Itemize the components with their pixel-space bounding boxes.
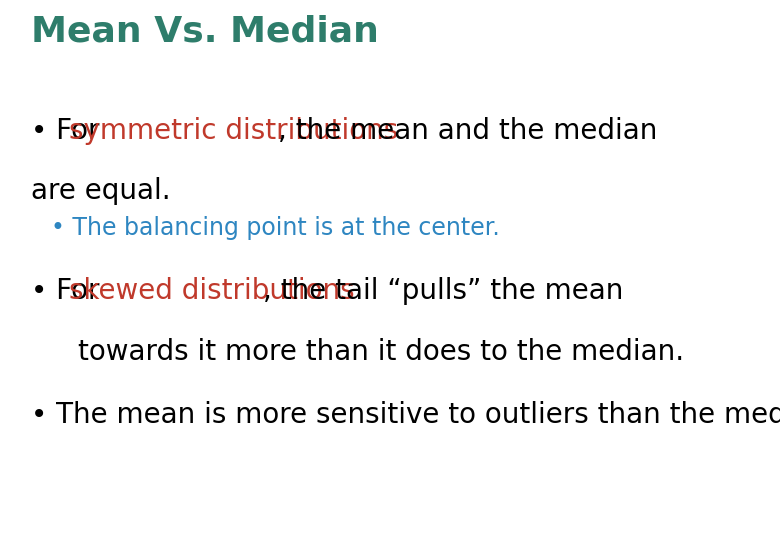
Text: PEARSON: PEARSON bbox=[675, 501, 780, 525]
Text: symmetric distributions: symmetric distributions bbox=[69, 117, 399, 145]
Text: • The balancing point is at the center.: • The balancing point is at the center. bbox=[51, 216, 499, 240]
Text: • The mean is more sensitive to outliers than the median.: • The mean is more sensitive to outliers… bbox=[31, 401, 780, 429]
Text: 51: 51 bbox=[753, 504, 775, 522]
Text: Mean Vs. Median: Mean Vs. Median bbox=[31, 15, 379, 49]
Text: , the tail “pulls” the mean: , the tail “pulls” the mean bbox=[263, 277, 623, 305]
Text: skewed distributions: skewed distributions bbox=[69, 277, 355, 305]
Text: towards it more than it does to the median.: towards it more than it does to the medi… bbox=[78, 338, 684, 366]
Text: • For: • For bbox=[31, 117, 108, 145]
Text: Copyright © 2014, 2012, 2009 Pearson Education, Inc.: Copyright © 2014, 2012, 2009 Pearson Edu… bbox=[237, 508, 543, 518]
Text: are equal.: are equal. bbox=[31, 177, 171, 205]
Text: , the mean and the median: , the mean and the median bbox=[278, 117, 657, 145]
Text: • For: • For bbox=[31, 277, 108, 305]
Text: ALWAYS LEARNING: ALWAYS LEARNING bbox=[16, 508, 113, 518]
